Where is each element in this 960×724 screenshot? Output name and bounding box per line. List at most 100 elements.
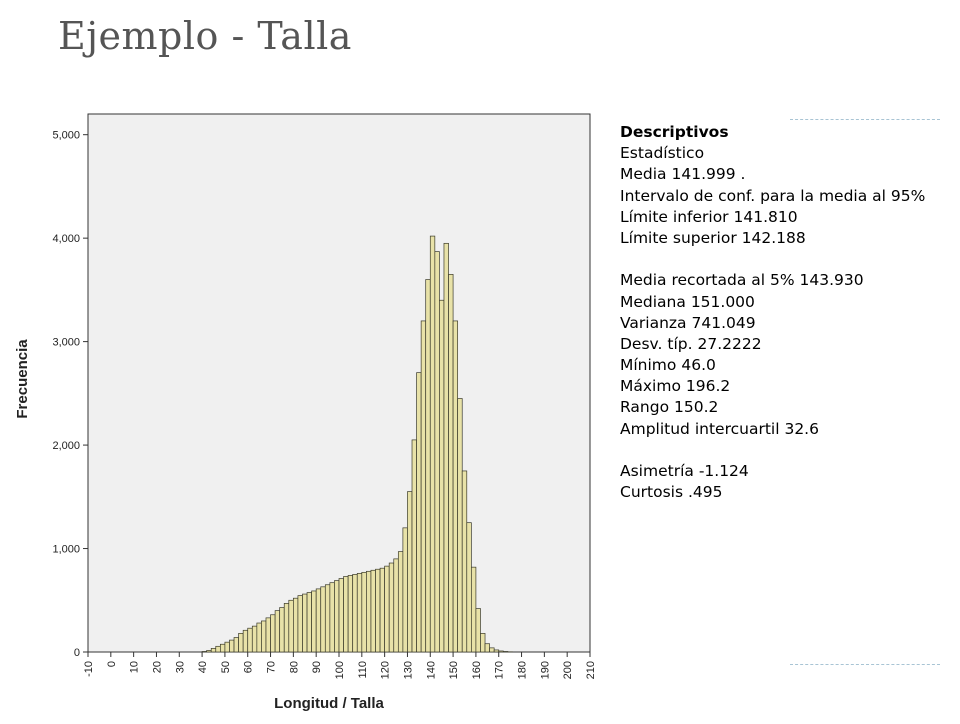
histogram-bar — [207, 650, 212, 652]
histogram-bar — [403, 528, 408, 652]
x-tick-label: 90 — [311, 661, 323, 673]
stats-row: Media recortada al 5% 143.930 — [620, 270, 960, 291]
stats-label: Máximo — [620, 376, 681, 397]
x-tick-label: 70 — [266, 661, 278, 673]
histogram-bar — [353, 574, 358, 652]
stats-label: Estadístico — [620, 143, 704, 164]
histogram-bar — [376, 569, 381, 652]
histogram-bar — [325, 585, 330, 652]
stats-label: Rango — [620, 397, 669, 418]
dashed-divider-top — [790, 119, 940, 120]
histogram-bar — [211, 648, 216, 652]
stats-label: Desv. típ. — [620, 334, 693, 355]
histogram-bar — [476, 609, 481, 652]
stats-label: Mediana — [620, 292, 686, 313]
stats-value: 741.049 — [691, 314, 755, 332]
histogram-bar — [220, 644, 225, 652]
histogram-bar — [503, 651, 508, 652]
histogram-bar — [225, 642, 230, 652]
stats-label: Intervalo de conf. para la media al 95% — [620, 186, 925, 207]
histogram-bar — [407, 492, 412, 652]
histogram-bar — [216, 646, 221, 652]
page-title: Ejemplo - Talla — [58, 14, 352, 58]
stats-label: Mínimo — [620, 355, 676, 376]
histogram-bar — [371, 570, 376, 652]
x-tick-label: 150 — [448, 661, 460, 679]
stats-value: 46.0 — [681, 356, 716, 374]
histogram-bar — [239, 633, 244, 652]
histogram-bar — [421, 321, 426, 652]
x-tick-label: 130 — [402, 661, 414, 679]
stats-value: 32.6 — [784, 420, 819, 438]
histogram-bar — [398, 552, 403, 652]
y-axis-label: Frecuencia — [14, 339, 31, 419]
histogram-bar — [289, 600, 294, 652]
histogram-bar — [307, 593, 312, 652]
histogram-bar — [494, 650, 499, 652]
histogram-bar — [339, 579, 344, 652]
stats-value: 143.930 — [800, 271, 864, 289]
plot-area — [88, 114, 590, 652]
stats-row: Límite inferior 141.810 — [620, 207, 960, 228]
stats-value: 141.810 — [733, 208, 797, 226]
histogram-bar — [439, 300, 444, 652]
histogram-bar — [389, 563, 394, 652]
histogram-bar — [261, 621, 266, 652]
histogram-bar — [348, 575, 353, 652]
histogram-bar — [252, 626, 257, 652]
x-tick-label: 80 — [288, 661, 300, 673]
histogram-bar — [321, 587, 326, 652]
histogram-bar — [266, 618, 271, 652]
y-tick-label: 0 — [74, 647, 80, 659]
stats-row: Varianza 741.049 — [620, 313, 960, 334]
histogram-bar — [334, 581, 339, 652]
stats-spacer — [620, 249, 960, 270]
x-tick-label: 140 — [425, 661, 437, 679]
stats-spacer — [620, 440, 960, 461]
histogram-bar — [243, 630, 248, 652]
x-tick-label: 190 — [539, 661, 551, 679]
stats-row: Máximo 196.2 — [620, 376, 960, 397]
histogram-bar — [426, 280, 431, 652]
stats-row: Amplitud intercuartil 32.6 — [620, 419, 960, 440]
histogram-bar — [357, 573, 362, 652]
histogram-bar — [435, 252, 440, 652]
stats-row: Desv. típ. 27.2222 — [620, 334, 960, 355]
histogram-bar — [462, 471, 467, 652]
x-tick-label: 60 — [243, 661, 255, 673]
stats-value: 142.188 — [742, 229, 806, 247]
histogram-bar — [302, 594, 307, 652]
histogram-bar — [444, 243, 449, 652]
histogram-bar — [394, 559, 399, 652]
stats-label: Asimetría — [620, 461, 694, 482]
stats-label: Media recortada al 5% — [620, 270, 795, 291]
histogram-bar — [257, 623, 262, 652]
stats-label: Curtosis — [620, 482, 683, 503]
histogram-bar — [490, 648, 495, 652]
y-tick-label: 1,000 — [52, 544, 80, 556]
histogram-bar — [344, 576, 349, 652]
histogram-bar — [229, 640, 234, 652]
histogram-bar — [380, 568, 385, 652]
stats-row: Estadístico — [620, 143, 960, 164]
y-tick-label: 5,000 — [52, 130, 80, 142]
descriptives-heading: Descriptivos — [620, 122, 960, 143]
stats-label: Media — [620, 164, 667, 185]
stats-value: 141.999 . — [672, 165, 746, 183]
x-axis-label: Longitud / Talla — [274, 695, 384, 712]
histogram-bar — [316, 589, 321, 652]
x-tick-label: 0 — [106, 661, 118, 667]
y-tick-label: 2,000 — [52, 440, 80, 452]
histogram-bar — [202, 651, 207, 652]
stats-label: Varianza — [620, 313, 687, 334]
stats-label: Límite inferior — [620, 207, 729, 228]
stats-value: 196.2 — [686, 377, 730, 395]
stats-value: -1.124 — [699, 462, 749, 480]
stats-label: Límite superior — [620, 228, 737, 249]
histogram-bar — [467, 523, 472, 652]
histogram-bar — [284, 603, 289, 652]
stats-row: Límite superior 142.188 — [620, 228, 960, 249]
histogram-bar — [362, 572, 367, 652]
